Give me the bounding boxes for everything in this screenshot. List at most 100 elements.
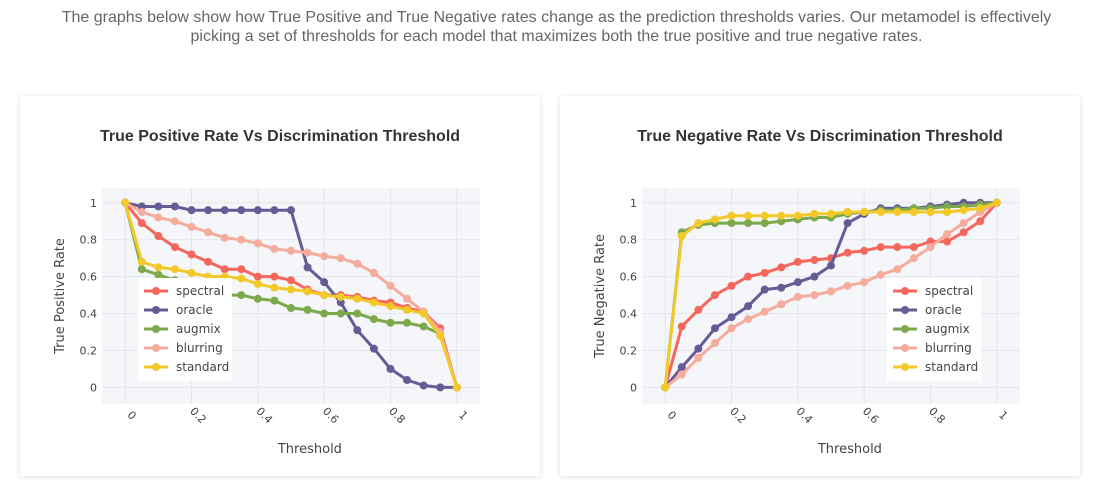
point-oracle[interactable] xyxy=(187,206,196,215)
point-spectral[interactable] xyxy=(187,250,196,259)
point-standard[interactable] xyxy=(760,211,769,220)
point-oracle[interactable] xyxy=(436,383,445,392)
point-oracle[interactable] xyxy=(710,324,719,333)
point-spectral[interactable] xyxy=(710,291,719,300)
point-standard[interactable] xyxy=(860,208,869,216)
point-blurring[interactable] xyxy=(253,239,262,248)
point-standard[interactable] xyxy=(386,302,395,311)
point-augmix[interactable] xyxy=(353,309,362,318)
point-spectral[interactable] xyxy=(287,276,295,285)
point-spectral[interactable] xyxy=(677,322,686,331)
point-augmix[interactable] xyxy=(403,318,412,327)
point-spectral[interactable] xyxy=(926,237,935,246)
point-augmix[interactable] xyxy=(943,202,952,211)
point-standard[interactable] xyxy=(170,265,179,274)
point-standard[interactable] xyxy=(436,331,445,340)
point-oracle[interactable] xyxy=(744,302,753,311)
point-blurring[interactable] xyxy=(677,370,686,379)
point-spectral[interactable] xyxy=(237,265,246,274)
point-standard[interactable] xyxy=(843,208,852,216)
point-standard[interactable] xyxy=(137,257,146,266)
point-spectral[interactable] xyxy=(860,246,869,255)
point-blurring[interactable] xyxy=(320,252,329,261)
point-blurring[interactable] xyxy=(959,219,968,228)
point-blurring[interactable] xyxy=(843,281,852,290)
point-oracle[interactable] xyxy=(369,344,378,353)
point-oracle[interactable] xyxy=(793,278,802,287)
point-blurring[interactable] xyxy=(760,307,769,316)
point-standard[interactable] xyxy=(710,215,719,224)
point-blurring[interactable] xyxy=(336,254,345,263)
point-standard[interactable] xyxy=(727,211,736,220)
point-standard[interactable] xyxy=(943,208,952,216)
point-spectral[interactable] xyxy=(893,243,902,252)
point-augmix[interactable] xyxy=(760,219,769,228)
point-standard[interactable] xyxy=(926,208,935,216)
point-blurring[interactable] xyxy=(744,315,753,324)
point-spectral[interactable] xyxy=(154,232,163,240)
point-spectral[interactable] xyxy=(170,243,179,252)
point-standard[interactable] xyxy=(237,274,246,283)
point-oracle[interactable] xyxy=(204,206,213,215)
point-oracle[interactable] xyxy=(287,206,295,215)
point-standard[interactable] xyxy=(270,283,279,292)
point-augmix[interactable] xyxy=(137,265,146,274)
point-blurring[interactable] xyxy=(386,281,395,290)
point-spectral[interactable] xyxy=(270,272,279,281)
point-augmix[interactable] xyxy=(369,315,378,324)
point-blurring[interactable] xyxy=(287,246,295,255)
point-blurring[interactable] xyxy=(860,278,869,287)
point-standard[interactable] xyxy=(893,208,902,216)
point-oracle[interactable] xyxy=(253,206,262,215)
legend-item-standard[interactable]: standard xyxy=(144,360,229,374)
point-augmix[interactable] xyxy=(336,309,345,318)
point-blurring[interactable] xyxy=(204,228,213,237)
point-blurring[interactable] xyxy=(694,353,703,362)
point-blurring[interactable] xyxy=(710,339,719,348)
point-oracle[interactable] xyxy=(336,298,345,307)
point-spectral[interactable] xyxy=(843,248,852,257)
point-augmix[interactable] xyxy=(419,322,428,331)
point-blurring[interactable] xyxy=(403,294,412,303)
point-augmix[interactable] xyxy=(303,305,312,314)
point-blurring[interactable] xyxy=(187,222,196,231)
point-standard[interactable] xyxy=(369,298,378,307)
point-standard[interactable] xyxy=(353,294,362,303)
point-standard[interactable] xyxy=(336,292,345,301)
point-spectral[interactable] xyxy=(810,256,819,264)
point-oracle[interactable] xyxy=(777,283,786,292)
point-standard[interactable] xyxy=(303,287,312,296)
point-oracle[interactable] xyxy=(827,261,835,270)
point-blurring[interactable] xyxy=(876,270,885,279)
legend-item-augmix[interactable]: augmix xyxy=(893,322,970,336)
point-standard[interactable] xyxy=(403,305,412,314)
point-augmix[interactable] xyxy=(727,219,736,228)
point-blurring[interactable] xyxy=(777,300,786,309)
tpr-chart[interactable]: True Positive Rate Vs Discrimination Thr… xyxy=(20,96,540,476)
point-oracle[interactable] xyxy=(843,219,852,228)
point-standard[interactable] xyxy=(452,383,461,392)
point-spectral[interactable] xyxy=(744,272,753,281)
point-standard[interactable] xyxy=(976,204,985,213)
point-augmix[interactable] xyxy=(253,294,262,303)
point-blurring[interactable] xyxy=(926,243,935,252)
point-augmix[interactable] xyxy=(154,270,163,279)
point-oracle[interactable] xyxy=(353,326,362,335)
point-standard[interactable] xyxy=(187,268,196,277)
tnr-chart[interactable]: True Negative Rate Vs Discrimination Thr… xyxy=(560,96,1080,476)
point-augmix[interactable] xyxy=(237,291,246,300)
point-augmix[interactable] xyxy=(386,318,395,327)
point-oracle[interactable] xyxy=(727,313,736,322)
point-blurring[interactable] xyxy=(793,292,802,301)
point-spectral[interactable] xyxy=(959,228,968,237)
point-oracle[interactable] xyxy=(303,263,312,272)
point-standard[interactable] xyxy=(793,211,802,220)
point-oracle[interactable] xyxy=(810,272,819,281)
point-augmix[interactable] xyxy=(270,296,279,305)
point-blurring[interactable] xyxy=(810,291,819,300)
point-oracle[interactable] xyxy=(154,202,163,211)
point-blurring[interactable] xyxy=(303,248,312,257)
point-standard[interactable] xyxy=(287,285,295,294)
point-standard[interactable] xyxy=(992,198,1001,207)
point-blurring[interactable] xyxy=(154,213,163,222)
